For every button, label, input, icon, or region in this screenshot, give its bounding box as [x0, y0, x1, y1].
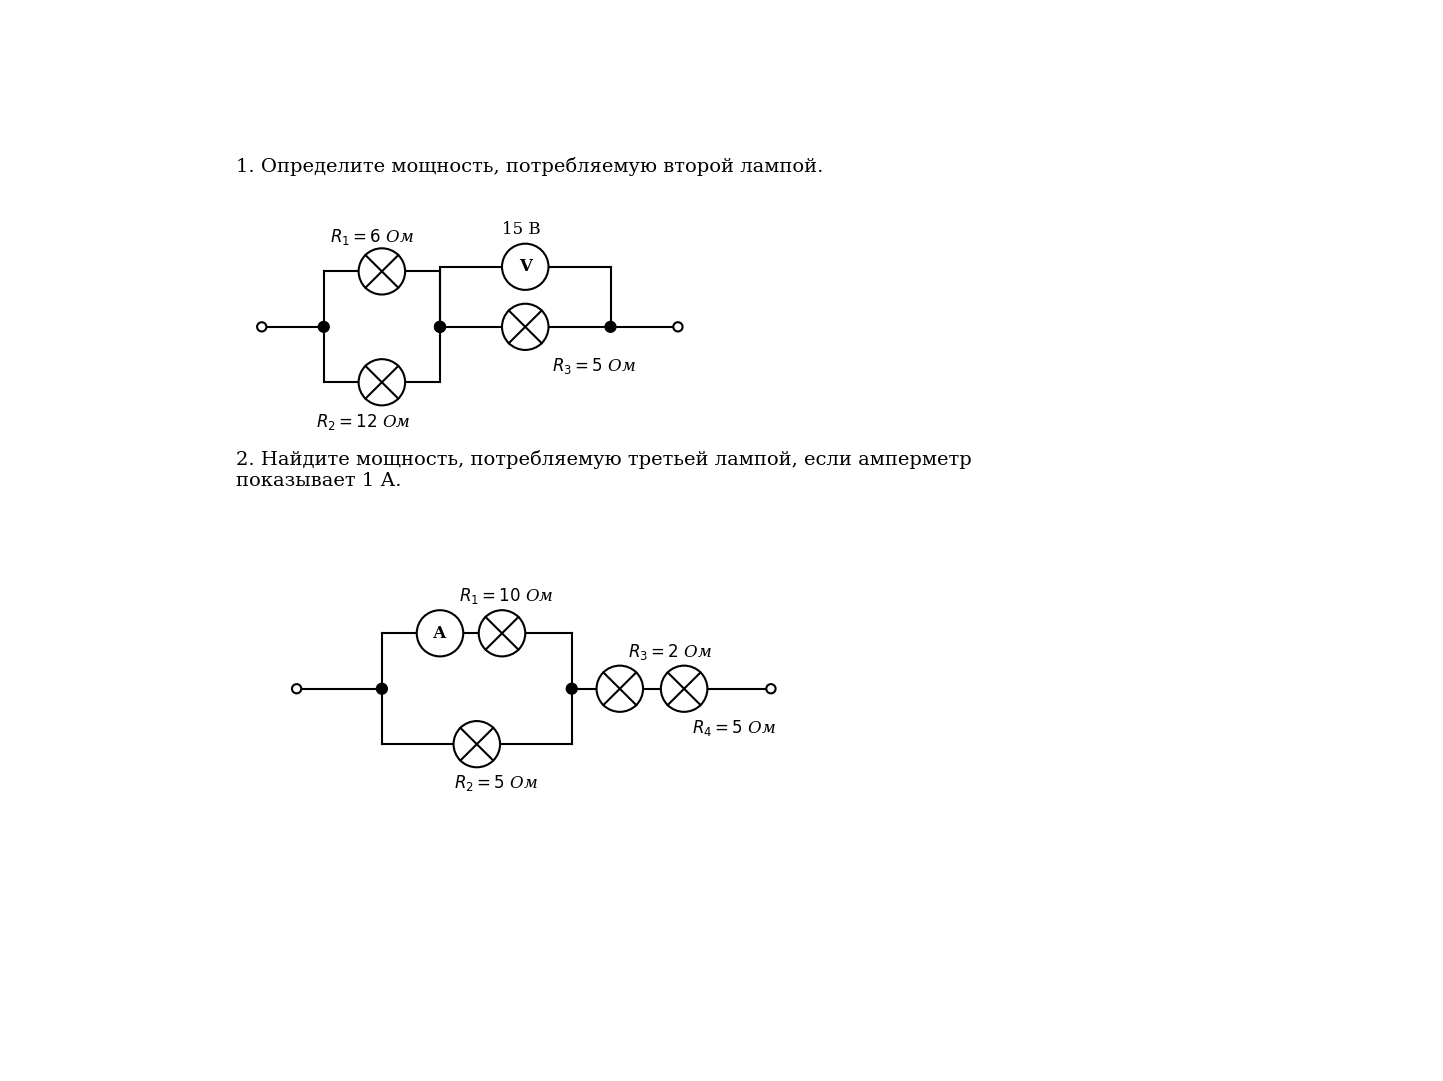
Text: $R_3 = 5$ Ом: $R_3 = 5$ Ом	[553, 356, 636, 376]
Text: $R_3 = 2$ Ом: $R_3 = 2$ Ом	[628, 642, 711, 662]
Circle shape	[766, 684, 775, 693]
Circle shape	[434, 321, 446, 332]
Text: $R_2 = 12$ Ом: $R_2 = 12$ Ом	[316, 412, 411, 431]
Text: V: V	[519, 258, 531, 276]
Text: 1. Определите мощность, потребляемую второй лампой.: 1. Определите мощность, потребляемую вто…	[237, 158, 824, 176]
Text: $R_1 = 10$ Ом: $R_1 = 10$ Ом	[459, 586, 554, 606]
Text: $R_1 = 6$ Ом: $R_1 = 6$ Ом	[330, 227, 414, 246]
Circle shape	[674, 322, 683, 332]
Circle shape	[417, 610, 463, 656]
Circle shape	[661, 666, 707, 712]
Circle shape	[359, 249, 405, 294]
Circle shape	[257, 322, 267, 332]
Circle shape	[434, 321, 446, 332]
Circle shape	[596, 666, 644, 712]
Text: $R_2 = 5$ Ом: $R_2 = 5$ Ом	[453, 773, 538, 793]
Text: А: А	[433, 625, 447, 642]
Text: 2. Найдите мощность, потребляемую третьей лампой, если амперметр
показывает 1 А.: 2. Найдите мощность, потребляемую третье…	[237, 450, 973, 490]
Circle shape	[319, 321, 329, 332]
Circle shape	[377, 683, 387, 694]
Text: 15 В: 15 В	[502, 221, 541, 238]
Circle shape	[502, 243, 548, 290]
Circle shape	[453, 721, 501, 768]
Circle shape	[479, 610, 525, 656]
Circle shape	[359, 359, 405, 405]
Text: $R_4 = 5$ Ом: $R_4 = 5$ Ом	[691, 718, 776, 738]
Circle shape	[291, 684, 302, 693]
Circle shape	[605, 321, 616, 332]
Circle shape	[502, 304, 548, 350]
Circle shape	[566, 683, 577, 694]
